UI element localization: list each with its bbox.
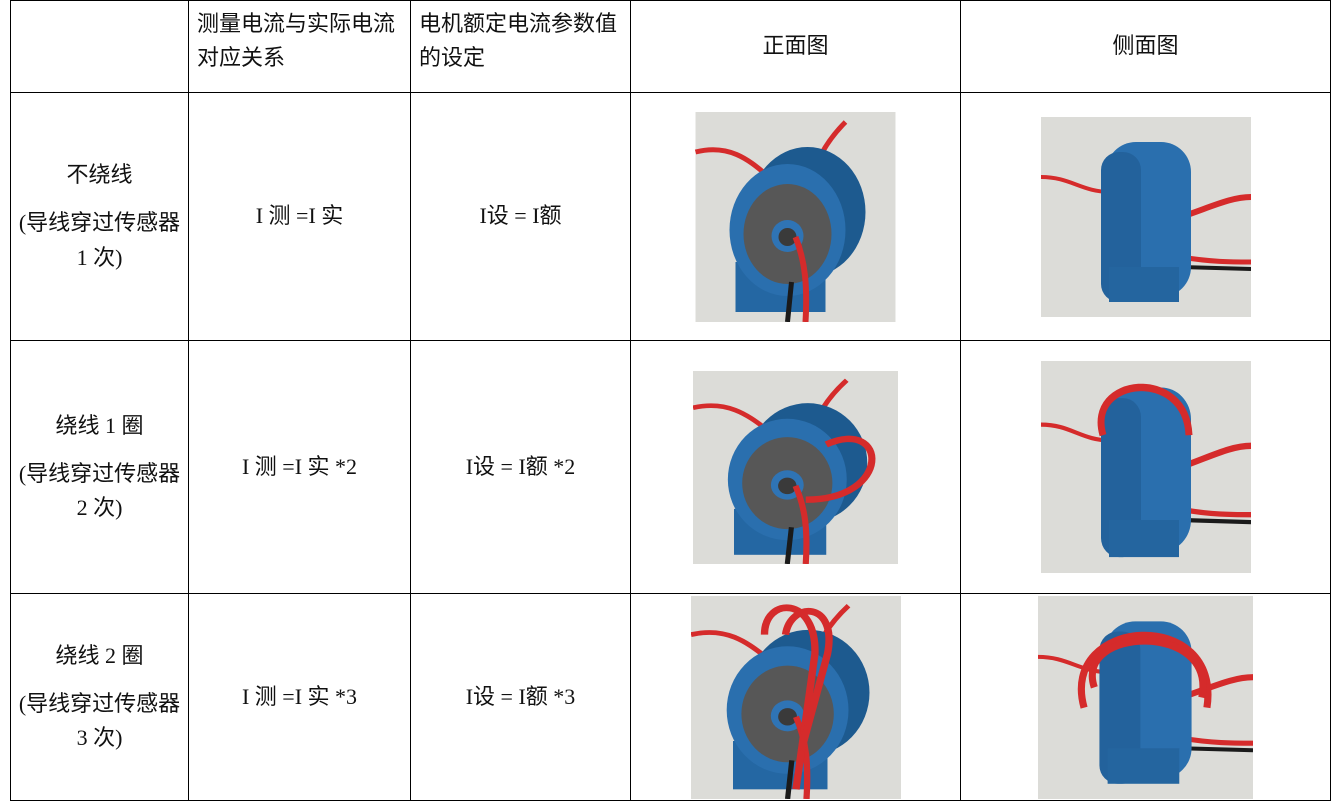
note: (导线穿过传感器 1 次) xyxy=(18,210,181,270)
photo-cell xyxy=(630,593,961,801)
measured: I 测 =I 实 *2 xyxy=(188,340,411,594)
measured: I 测 =I 实 xyxy=(188,92,411,341)
header-cell: 正面图 xyxy=(630,0,961,93)
winding: 绕线 2 圈 xyxy=(55,642,144,668)
header-cell: 侧面图 xyxy=(960,0,1331,93)
front-photo xyxy=(693,112,898,322)
setting: I设 = I额 xyxy=(410,92,631,341)
header-cell: 电机额定电流参数值的设定 xyxy=(410,0,631,93)
table: 测量电流与实际电流对应关系 电机额定电流参数值的设定 正面图 侧面图 不绕线 (导… xyxy=(10,0,1331,801)
front-photo xyxy=(693,371,898,564)
side-photo xyxy=(1038,596,1253,799)
winding-cell: 绕线 2 圈 (导线穿过传感器 3 次) xyxy=(10,593,189,801)
side-photo xyxy=(1041,117,1251,317)
winding-cell: 不绕线 (导线穿过传感器 1 次) xyxy=(10,92,189,341)
header-cell: 测量电流与实际电流对应关系 xyxy=(188,0,411,93)
photo-cell xyxy=(630,92,961,341)
row: 绕线 2 圈 (导线穿过传感器 3 次) I 测 =I 实 *3 I设 = I额 … xyxy=(10,593,1331,801)
photo-cell xyxy=(630,340,961,594)
row: 不绕线 (导线穿过传感器 1 次) I 测 =I 实 I设 = I额 xyxy=(10,92,1331,341)
row: 绕线 1 圈 (导线穿过传感器 2 次) I 测 =I 实 *2 I设 = I额 … xyxy=(10,340,1331,594)
front-photo xyxy=(691,596,901,799)
photo-cell xyxy=(960,92,1331,341)
header-row: 测量电流与实际电流对应关系 电机额定电流参数值的设定 正面图 侧面图 xyxy=(10,0,1331,93)
winding: 不绕线 xyxy=(66,162,133,188)
photo-cell xyxy=(960,593,1331,801)
winding-cell: 绕线 1 圈 (导线穿过传感器 2 次) xyxy=(10,340,189,594)
measured: I 测 =I 实 *3 xyxy=(188,593,411,801)
empty-cell xyxy=(10,0,189,93)
side-photo xyxy=(1041,361,1251,573)
setting: I设 = I额 *3 xyxy=(410,593,631,801)
winding: 绕线 1 圈 xyxy=(55,412,144,438)
note: (导线穿过传感器 2 次) xyxy=(18,460,181,521)
photo-cell xyxy=(960,340,1331,594)
setting: I设 = I额 *2 xyxy=(410,340,631,594)
note: (导线穿过传感器 3 次) xyxy=(18,690,181,751)
